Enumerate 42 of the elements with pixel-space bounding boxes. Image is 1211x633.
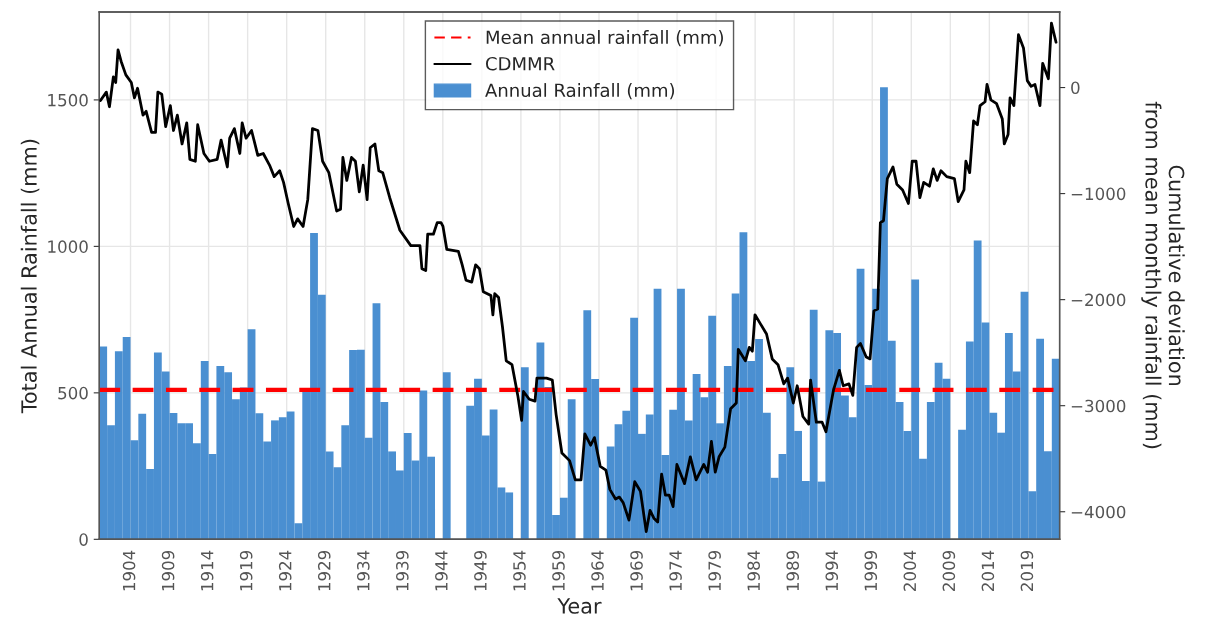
x-tick-label: 1939 bbox=[396, 550, 409, 591]
x-tick-label: 1949 bbox=[474, 550, 487, 591]
x-tick-label: 1974 bbox=[669, 550, 682, 591]
x-tick-label: 1954 bbox=[513, 550, 526, 591]
y2-tick-label: −4000 bbox=[1071, 505, 1126, 519]
x-tick-label: 2004 bbox=[903, 550, 917, 591]
x-tick-label: 1999 bbox=[864, 550, 878, 591]
x-tick-label: 1909 bbox=[161, 550, 175, 591]
x-axis-title: Year bbox=[557, 598, 602, 614]
x-tick-label: 2009 bbox=[942, 550, 956, 591]
x-tick-label: 1959 bbox=[552, 550, 565, 591]
y2-tick-label: −1000 bbox=[1071, 187, 1126, 201]
x-tick-label: 1944 bbox=[435, 550, 448, 591]
x-tick-label: 1979 bbox=[708, 550, 721, 591]
legend-label: CDMMR bbox=[485, 56, 555, 71]
legend-label: Mean annual rainfall (mm) bbox=[486, 30, 723, 47]
x-tick-label: 1989 bbox=[786, 550, 800, 591]
x-tick-label: 1914 bbox=[200, 550, 214, 591]
x-tick-label: 1964 bbox=[591, 550, 604, 591]
y-tick-label: 1000 bbox=[48, 240, 88, 253]
y-axis-title: Total Annual Rainfall (mm) bbox=[20, 139, 40, 414]
x-tick-label: 1904 bbox=[122, 550, 136, 591]
legend-label: Annual Rainfall (mm) bbox=[485, 83, 675, 100]
x-tick-label: 1929 bbox=[317, 550, 331, 591]
y2-tick-label: 0 bbox=[1071, 81, 1080, 95]
x-tick-label: 2014 bbox=[981, 550, 995, 591]
bar bbox=[520, 367, 529, 540]
x-tick-label: 1919 bbox=[239, 550, 253, 591]
bar bbox=[442, 372, 451, 540]
x-tick-label: 1969 bbox=[630, 550, 643, 591]
x-tick-label: 1994 bbox=[825, 550, 839, 591]
y-tick-label: 500 bbox=[58, 386, 88, 400]
y2-tick-label: −2000 bbox=[1071, 293, 1126, 307]
y2-axis-title: Cumulative deviation from mean monthly rainfall (mm) bbox=[1141, 101, 1185, 449]
x-tick-label: 2019 bbox=[1020, 550, 1034, 591]
y-tick-label: 0 bbox=[79, 533, 88, 546]
x-tick-label: 1984 bbox=[747, 550, 760, 591]
y2-tick-label: −3000 bbox=[1071, 399, 1126, 413]
x-tick-label: 1924 bbox=[278, 550, 292, 591]
y-tick-label: 1500 bbox=[48, 93, 88, 107]
line-series bbox=[99, 21, 1058, 533]
x-tick-label: 1934 bbox=[356, 550, 370, 591]
